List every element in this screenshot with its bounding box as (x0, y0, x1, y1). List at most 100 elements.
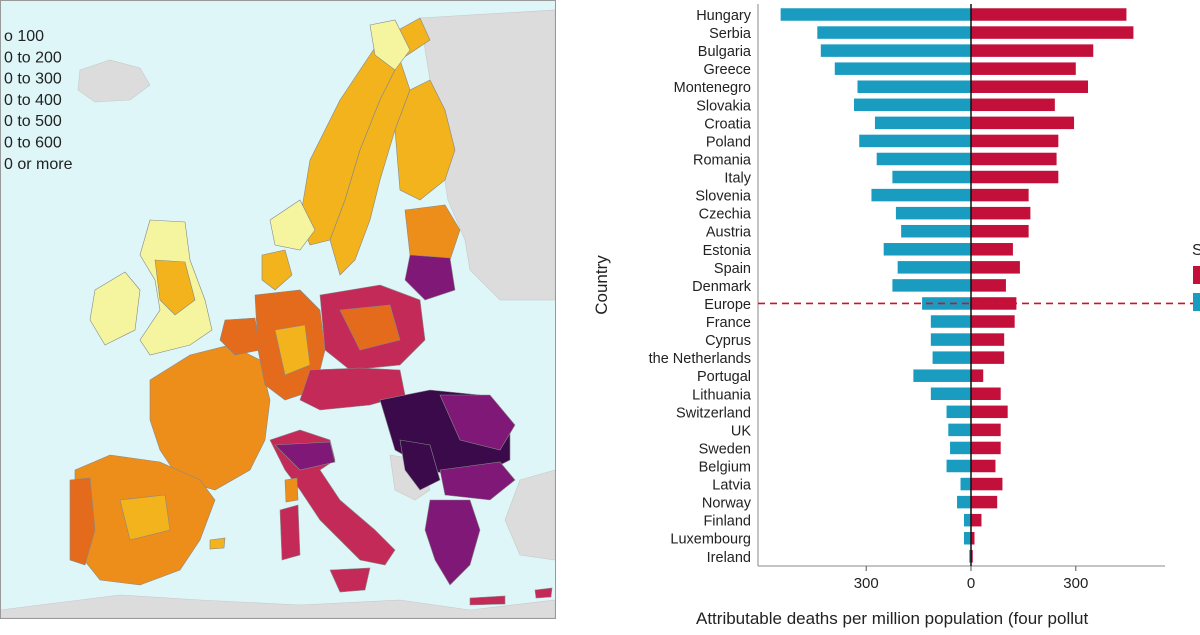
bar-left (874, 116, 971, 130)
sicily (329, 567, 371, 593)
bar-left (820, 44, 971, 57)
romania-east (439, 394, 516, 451)
spain-center (119, 494, 171, 541)
map-frame (0, 0, 556, 619)
map-legend-label: o 100 (4, 28, 44, 45)
legend-swatch-blue (1193, 293, 1200, 311)
bar-left (913, 369, 971, 382)
poland-center (339, 304, 401, 351)
map-legend: o 100 0 to 200 0 to 300 0 to 400 0 to 500 0 t… (4, 28, 73, 173)
bar-left (853, 98, 971, 112)
greece (424, 499, 481, 586)
bar-right (971, 62, 1076, 75)
bar-right (971, 513, 982, 527)
country-label: Denmark (692, 279, 752, 295)
bars-layer (780, 8, 1134, 563)
country-label: Sweden (699, 441, 751, 457)
bar-right (971, 351, 1005, 364)
country-label: Greece (703, 62, 751, 78)
bar-left (964, 531, 971, 545)
germany-center (274, 324, 311, 376)
y-axis-label: Country (592, 255, 611, 315)
bar-right (971, 170, 1059, 184)
bar-left (892, 170, 971, 184)
bar-right (971, 243, 1013, 256)
bar-left (969, 550, 971, 563)
bar-right (971, 98, 1055, 112)
country-label: Romania (693, 152, 752, 168)
bar-left (957, 495, 971, 509)
bar-left (950, 441, 971, 455)
bar-left (930, 315, 971, 328)
finland (394, 79, 456, 201)
bar-left (922, 297, 971, 310)
bar-right (971, 224, 1029, 238)
belarus-region (404, 254, 456, 301)
bar-left (859, 134, 971, 148)
bar-left (871, 188, 971, 202)
bar-left (817, 26, 971, 39)
country-label: Bulgaria (698, 44, 752, 60)
deaths-bar-chart: Hungary Serbia Bulgaria Greece Montenegro Slo… (560, 0, 1200, 630)
bar-right (971, 405, 1008, 419)
bar-left (946, 459, 971, 473)
bar-right (971, 80, 1089, 93)
country-label: Poland (706, 134, 751, 150)
bar-right (971, 333, 1005, 346)
denmark (261, 249, 293, 291)
country-label: Ireland (707, 550, 751, 566)
portugal (69, 477, 96, 566)
map-legend-label: 0 or more (4, 156, 73, 173)
sardinia (279, 504, 301, 561)
bar-right (971, 369, 984, 382)
bulgaria (439, 461, 516, 501)
ireland (89, 271, 141, 346)
country-label: France (706, 315, 751, 331)
bar-left (932, 351, 971, 364)
country-label: Switzerland (676, 405, 751, 421)
bar-right (971, 152, 1057, 166)
europe-choropleth-map: o 100 0 to 200 0 to 300 0 to 400 0 to 500 0 t… (0, 0, 560, 630)
bar-right (971, 8, 1127, 21)
x-axis: 300 0 300 (757, 4, 1200, 592)
bar-left (876, 152, 971, 166)
bar-right (971, 297, 1017, 310)
x-tick-label: 300 (854, 575, 879, 592)
legend-title-partial: S (1192, 242, 1200, 259)
bar-right (971, 315, 1015, 328)
country-label: Spain (714, 261, 751, 277)
baltics (404, 204, 461, 261)
country-label: Lithuania (692, 387, 752, 403)
balearic (209, 537, 226, 550)
country-label: Slovakia (696, 98, 752, 114)
turkey-region (504, 469, 556, 561)
legend-swatch-red (1193, 266, 1200, 284)
bar-left (834, 62, 971, 75)
bar-right (971, 495, 998, 509)
bar-right (971, 387, 1001, 401)
bar-left (897, 261, 971, 274)
country-label: UK (731, 423, 751, 439)
x-axis-label: Attributable deaths per million populati… (696, 609, 1088, 628)
map-legend-label: 0 to 200 (4, 49, 62, 66)
country-label: Latvia (712, 478, 752, 494)
country-label: Austria (706, 225, 752, 241)
country-label: the Netherlands (649, 351, 751, 367)
benelux (219, 317, 261, 356)
map-legend-label: 0 to 400 (4, 92, 62, 109)
bar-right (971, 261, 1020, 274)
bar-left (895, 206, 971, 220)
bar-right (971, 44, 1094, 57)
country-label: Estonia (703, 243, 752, 259)
bar-right (971, 441, 1001, 455)
bar-right (971, 188, 1029, 202)
france (149, 344, 271, 491)
country-label: Finland (703, 514, 751, 530)
crete (469, 595, 506, 606)
country-label: Norway (702, 496, 752, 512)
map-legend-label: 0 to 300 (4, 71, 62, 88)
bar-left (930, 333, 971, 346)
bar-right (971, 26, 1134, 39)
country-label: Belgium (699, 460, 751, 476)
country-label: Luxembourg (670, 532, 751, 548)
